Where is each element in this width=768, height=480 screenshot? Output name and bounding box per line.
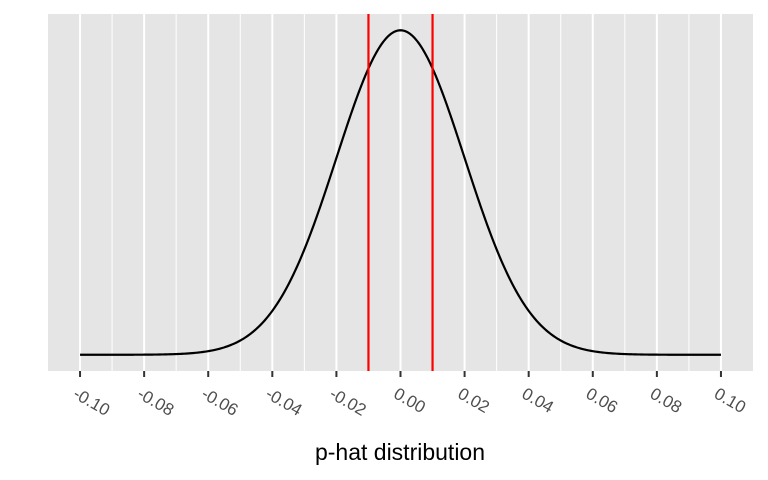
x-tick-label: 0.10 [711,384,749,417]
x-tick-label: -0.06 [198,384,241,420]
x-tick-label: -0.08 [134,384,177,420]
x-tick-label: 0.06 [583,384,621,417]
x-tick-label: 0.08 [647,384,685,417]
x-tick-label: 0.02 [455,384,493,417]
x-tick-label: 0.00 [391,384,429,417]
major-gridlines [79,14,722,371]
x-tick-label: 0.04 [519,384,557,417]
x-tick-label: -0.02 [326,384,369,420]
x-axis-tick-labels: -0.10 -0.08 -0.06 -0.04 -0.02 0.00 0.02 0.04 0.0… [70,384,749,420]
x-tick-label: -0.04 [262,384,305,420]
x-tick-label: -0.10 [70,384,113,420]
x-axis-ticks [79,371,722,377]
x-axis-title: p-hat distribution [315,439,485,465]
reference-lines [367,14,434,371]
density-curve [80,29,721,356]
